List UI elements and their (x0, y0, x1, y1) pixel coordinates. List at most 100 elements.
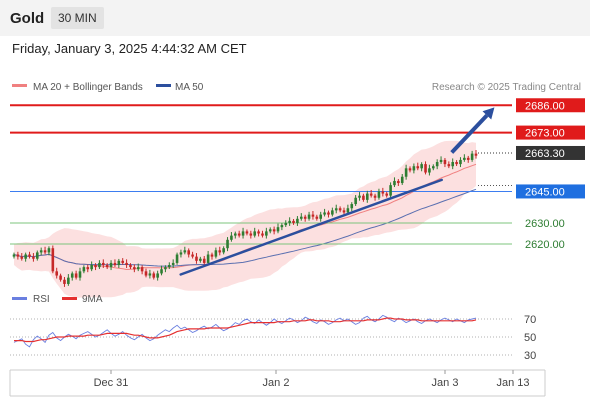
candle (268, 227, 272, 234)
candle (385, 191, 389, 198)
candle-body (365, 193, 369, 200)
candle-body (385, 193, 389, 196)
candle (354, 195, 357, 206)
candle-body (346, 208, 350, 213)
candle (156, 270, 159, 281)
candle (63, 277, 66, 287)
candle-body (222, 248, 225, 253)
candle (311, 211, 315, 220)
candle (129, 263, 132, 270)
candle-body (59, 275, 62, 280)
candle-body (179, 252, 183, 255)
candle (55, 267, 59, 279)
candle (136, 263, 140, 272)
candle-body (160, 269, 163, 274)
candle-body (171, 262, 175, 266)
candle (420, 162, 423, 172)
candle (334, 204, 338, 214)
candle-body (342, 210, 346, 213)
candle-body (82, 267, 86, 272)
timeframe-badge[interactable]: 30 MIN (51, 7, 104, 29)
candle (381, 187, 385, 197)
projection-arrow-shaft (450, 113, 489, 154)
candle-body (272, 229, 276, 232)
rsi-tick-30: 30 (524, 350, 536, 362)
candle (171, 259, 175, 268)
candle (261, 230, 264, 238)
candle-body (249, 233, 253, 236)
candles (12, 150, 478, 287)
candle-body (307, 214, 311, 219)
candle (74, 270, 78, 280)
candle (253, 227, 257, 238)
candle (12, 252, 16, 259)
candle-body (373, 195, 377, 198)
candle-body (86, 267, 90, 270)
candle-body (35, 252, 39, 259)
projection-arrow-head (482, 107, 495, 120)
candle-body (121, 260, 125, 263)
candle (463, 154, 466, 162)
candle (393, 177, 396, 188)
bollinger-band-fill (14, 140, 476, 298)
candle (373, 193, 377, 201)
candle (121, 258, 125, 265)
candle (431, 164, 435, 171)
level-labels: 2686.00 2673.00 2663.30 2645.00 2630.00 2620.… (516, 98, 585, 251)
candle (307, 211, 311, 221)
ma9-legend-swatch (62, 297, 77, 300)
candle (82, 265, 86, 274)
time-tick-label: Jan 13 (496, 377, 529, 389)
candle-body (397, 180, 400, 184)
candle (16, 251, 20, 260)
price-levels (10, 104, 512, 245)
candle-body (32, 256, 35, 259)
candle (70, 271, 74, 281)
candle (90, 261, 93, 272)
candle (199, 256, 202, 263)
candle (327, 210, 330, 218)
candle (109, 260, 113, 271)
candle-body (20, 256, 24, 259)
candle (222, 246, 225, 255)
candle (280, 223, 284, 231)
bollinger-band (14, 140, 476, 298)
candle (249, 230, 253, 239)
candle (67, 274, 70, 286)
candle-body (152, 273, 156, 278)
candle-body (241, 231, 245, 236)
candle-body (214, 250, 218, 257)
candle-body (191, 254, 194, 257)
ma50-legend-label: MA 50 (175, 82, 204, 93)
candle (43, 246, 47, 255)
candle-body (183, 250, 187, 253)
candle (39, 247, 43, 256)
candle (416, 162, 420, 171)
candle (466, 155, 470, 163)
time-tick-label: Jan 3 (432, 377, 459, 389)
candle (206, 250, 210, 265)
candle (113, 259, 117, 267)
candle-body (331, 210, 334, 215)
candle-body (156, 273, 159, 278)
candle-body (253, 231, 257, 236)
candle-body (296, 218, 299, 223)
candle (35, 250, 39, 261)
candle (144, 268, 148, 278)
candle (284, 220, 288, 227)
ma9-legend-label: 9MA (82, 294, 103, 305)
level-2630-00-label: 2630.00 (525, 218, 565, 230)
candle-body (39, 250, 43, 253)
candle (133, 264, 136, 273)
level-2620-00-label: 2620.00 (525, 239, 565, 251)
candle (191, 251, 194, 259)
candle-body (164, 267, 167, 270)
candle-body (315, 216, 319, 219)
ma50-line (13, 188, 477, 267)
support-trendline (179, 178, 443, 276)
candle-body (443, 159, 447, 165)
candle-body (455, 162, 458, 165)
candle-body (218, 250, 222, 253)
candle-body (136, 267, 140, 270)
